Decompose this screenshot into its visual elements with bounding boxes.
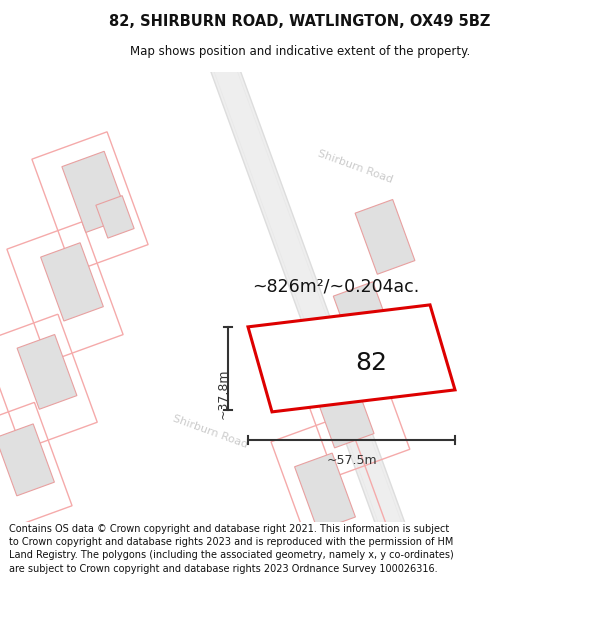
Polygon shape [310,366,374,448]
Polygon shape [17,334,77,409]
Polygon shape [248,305,455,412]
Text: 82, SHIRBURN ROAD, WATLINGTON, OX49 5BZ: 82, SHIRBURN ROAD, WATLINGTON, OX49 5BZ [109,14,491,29]
Text: ~826m²/~0.204ac.: ~826m²/~0.204ac. [252,278,419,296]
Text: Shirburn Road: Shirburn Road [316,149,394,185]
Text: Shirburn Road: Shirburn Road [171,414,249,450]
Polygon shape [182,0,408,548]
Text: ~57.5m: ~57.5m [326,454,377,467]
Polygon shape [41,242,103,321]
Polygon shape [295,453,355,531]
Polygon shape [333,282,397,362]
Text: Contains OS data © Crown copyright and database right 2021. This information is : Contains OS data © Crown copyright and d… [9,524,454,574]
Polygon shape [355,199,415,274]
Text: 82: 82 [355,351,387,376]
Text: Map shows position and indicative extent of the property.: Map shows position and indicative extent… [130,44,470,58]
Polygon shape [179,0,411,549]
Text: ~37.8m: ~37.8m [217,368,229,419]
Polygon shape [96,196,134,238]
Polygon shape [62,151,128,232]
Polygon shape [0,424,55,496]
